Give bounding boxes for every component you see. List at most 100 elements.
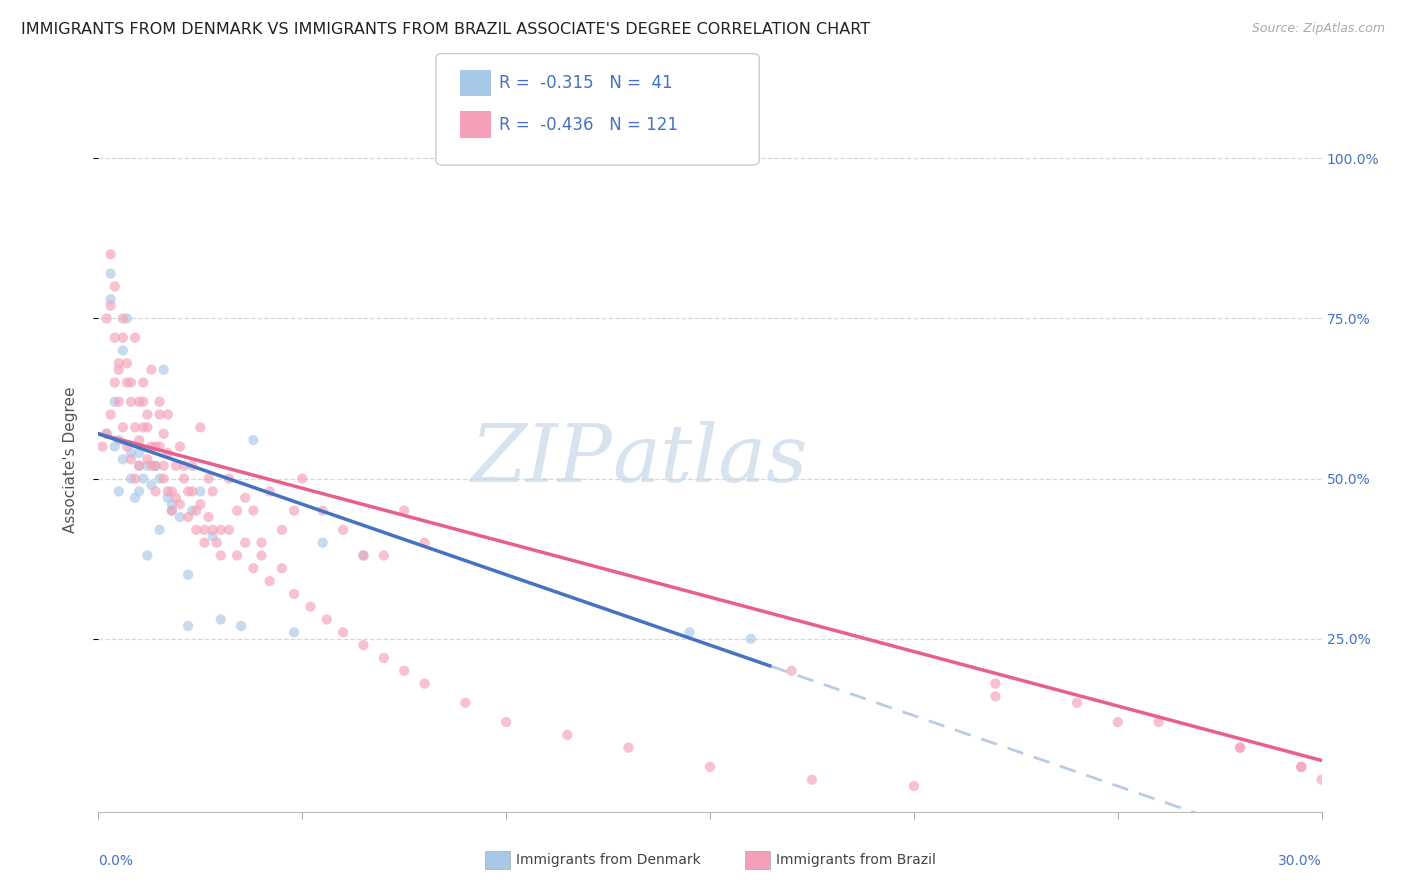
Point [115,311,138,326]
Point [1291,760,1313,774]
Point [312,503,335,517]
Point [373,651,395,665]
Point [201,484,224,499]
Point [283,587,305,601]
Point [209,523,232,537]
Point [111,331,134,345]
Point [557,728,579,742]
Point [242,561,264,575]
Point [115,376,138,390]
Text: R =  -0.315   N =  41: R = -0.315 N = 41 [499,74,672,92]
Point [115,356,138,370]
Point [149,472,172,486]
Point [136,420,159,434]
Point [91,440,114,454]
Point [186,523,208,537]
Point [124,420,146,434]
Point [242,503,264,517]
Text: R =  -0.436   N = 121: R = -0.436 N = 121 [499,116,678,134]
Point [124,331,146,345]
Point [145,458,167,473]
Point [352,549,374,563]
Point [124,472,146,486]
Text: Immigrants from Denmark: Immigrants from Denmark [516,853,700,867]
Point [984,676,1007,690]
Point [984,690,1007,704]
Point [104,394,127,409]
Point [160,484,183,499]
Point [156,484,179,499]
Point [392,664,416,678]
Point [136,549,159,563]
Point [1107,714,1129,729]
Text: ZIP: ZIP [471,421,612,498]
Text: atlas: atlas [612,421,807,498]
Point [226,549,249,563]
Point [181,484,204,499]
Point [181,503,204,517]
Point [120,394,142,409]
Point [165,458,187,473]
Point [136,458,159,473]
Text: Immigrants from Brazil: Immigrants from Brazil [776,853,936,867]
Point [108,394,131,409]
Point [141,478,163,492]
Point [169,510,191,524]
Point [332,625,354,640]
Point [149,523,172,537]
Point [801,772,824,787]
Point [100,408,122,422]
Text: 0.0%: 0.0% [98,854,134,868]
Point [160,497,183,511]
Point [156,446,179,460]
Point [120,472,142,486]
Point [209,549,232,563]
Point [242,433,264,447]
Point [104,331,127,345]
Point [173,458,195,473]
Point [201,523,224,537]
Point [128,433,150,447]
Point [201,529,224,543]
Point [149,394,172,409]
Point [413,676,436,690]
Point [104,440,127,454]
Point [233,491,256,505]
Point [197,472,219,486]
Point [108,433,131,447]
Point [193,523,215,537]
Point [177,619,200,633]
Point [332,523,354,537]
Point [250,535,273,549]
Point [177,567,200,582]
Point [352,638,374,652]
Text: IMMIGRANTS FROM DENMARK VS IMMIGRANTS FROM BRAZIL ASSOCIATE'S DEGREE CORRELATION: IMMIGRANTS FROM DENMARK VS IMMIGRANTS FR… [21,22,870,37]
Point [315,613,337,627]
Point [111,311,134,326]
Point [111,343,134,358]
Point [1229,740,1251,755]
Point [740,632,762,646]
Point [111,452,134,467]
Point [454,696,477,710]
Point [96,426,118,441]
Point [233,535,256,549]
Point [312,535,335,549]
Point [141,362,163,376]
Point [392,503,416,517]
Point [108,356,131,370]
Text: Source: ZipAtlas.com: Source: ZipAtlas.com [1251,22,1385,36]
Point [231,619,253,633]
Point [152,362,174,376]
Point [136,408,159,422]
Point [270,523,294,537]
Point [259,484,281,499]
Point [250,549,273,563]
Point [145,458,167,473]
Point [495,714,517,729]
Point [188,484,212,499]
Point [299,599,322,614]
Point [169,440,191,454]
Point [173,472,195,486]
Point [181,458,204,473]
